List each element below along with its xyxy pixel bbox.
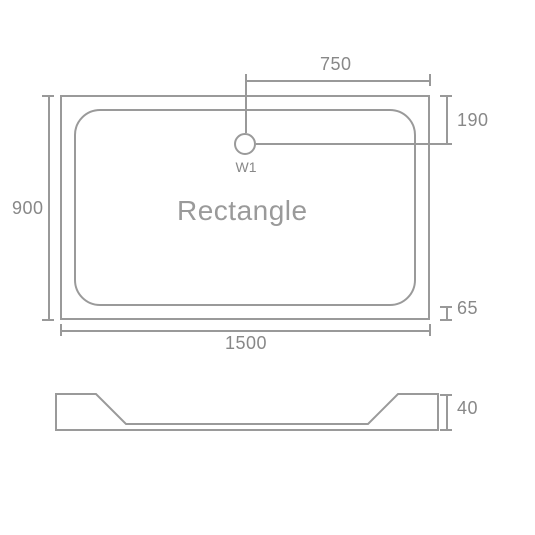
dim-190-line (446, 95, 448, 144)
dim-900-tick-top (42, 95, 54, 97)
title-label: Rectangle (177, 195, 308, 227)
dim-1500-tick-right (429, 324, 431, 336)
dim-750-label: 750 (320, 54, 352, 75)
dim-65-label: 65 (457, 298, 478, 319)
drain-circle (234, 133, 256, 155)
dim-40-tick-top (440, 394, 452, 396)
dim-190-label: 190 (457, 110, 489, 131)
dim-40-tick-bot (440, 429, 452, 431)
profile-side-view (52, 390, 442, 434)
drain-label: W1 (235, 159, 257, 175)
dim-900-tick-bot (42, 319, 54, 321)
dim-750-line (246, 80, 430, 82)
drain-hline (256, 143, 446, 145)
dim-65-tick-top (440, 306, 452, 308)
dim-1500-label: 1500 (225, 333, 267, 354)
drain-vline (245, 80, 247, 133)
dim-65-tick-bot (440, 319, 452, 321)
dim-750-tick-right (429, 74, 431, 86)
dim-900-label: 900 (12, 198, 44, 219)
dim-40-line (446, 394, 448, 430)
drawing-canvas: 750 190 65 900 W1 Rectangle 1500 40 (0, 0, 535, 535)
dim-65-line (446, 306, 448, 320)
dim-900-line (48, 95, 50, 320)
dim-1500-tick-left (60, 324, 62, 336)
dim-40-label: 40 (457, 398, 478, 419)
dim-1500-line (60, 330, 430, 332)
dim-190-tick-top (440, 95, 452, 97)
